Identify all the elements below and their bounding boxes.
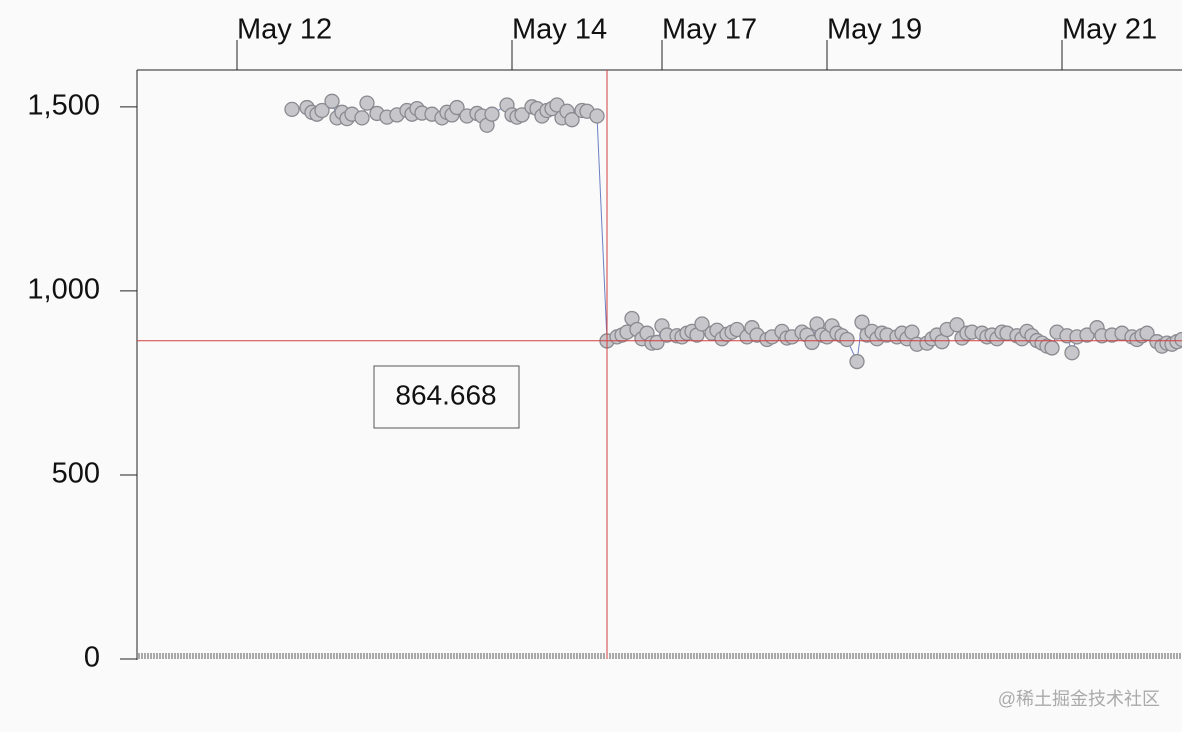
point (514, 107, 530, 123)
y-tick-label: 1,000 (27, 274, 100, 306)
point (564, 112, 580, 128)
point (324, 93, 340, 109)
point (1174, 331, 1182, 348)
y-tick-label: 500 (52, 458, 100, 490)
point (1044, 340, 1060, 356)
point (314, 102, 330, 119)
point (449, 99, 465, 116)
x-tick-label: May 12 (237, 14, 332, 46)
point (354, 110, 370, 126)
crosshair-label-box (373, 365, 520, 429)
point (839, 331, 855, 348)
point (1064, 345, 1080, 361)
point (484, 106, 500, 122)
point (284, 101, 300, 118)
y-tick-label: 1,500 (27, 89, 100, 121)
point (849, 353, 865, 370)
point (694, 316, 710, 332)
x-tick-label: May 19 (827, 14, 922, 46)
watermark: @稀土掘金技术社区 (998, 689, 1160, 709)
plot-area (137, 70, 1182, 660)
point (854, 314, 870, 330)
point (359, 95, 375, 111)
x-tick-label: May 21 (1062, 14, 1157, 46)
x-tick-label: May 14 (512, 14, 607, 46)
point (949, 317, 965, 333)
crosshair-label: 864.668 (395, 379, 496, 410)
x-tick-label: May 17 (662, 14, 757, 46)
point (589, 108, 605, 124)
y-tick-label: 0 (84, 642, 100, 674)
minor-ticks (137, 653, 1182, 659)
